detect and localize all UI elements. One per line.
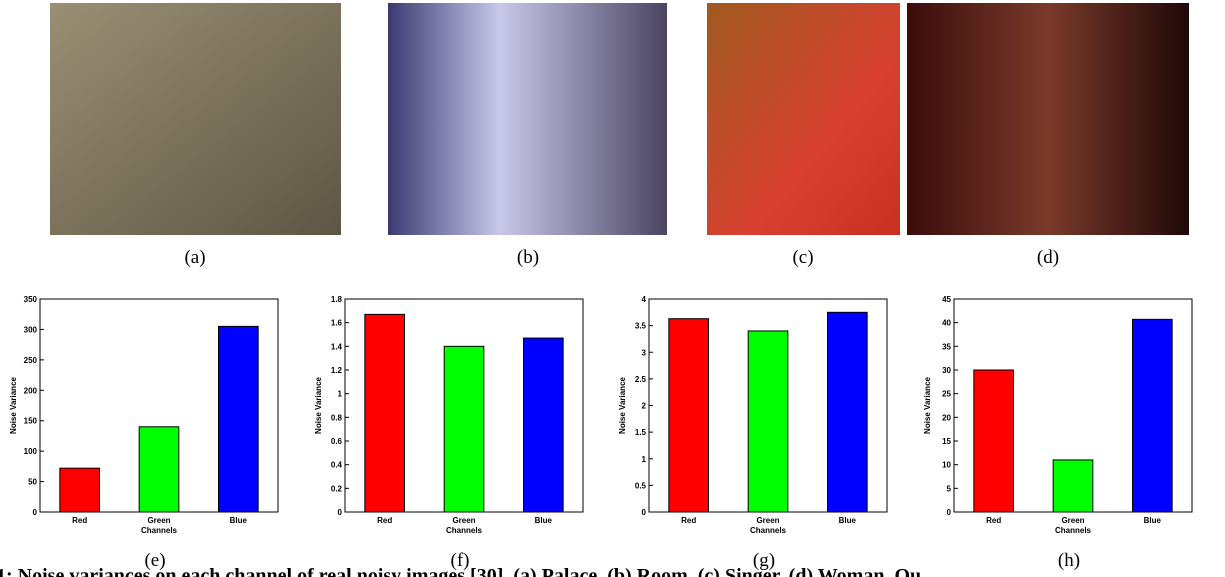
y-tick-label: 1.8: [331, 295, 343, 304]
x-tick-label: Blue: [839, 516, 857, 525]
y-tick-label: 200: [24, 386, 38, 395]
y-tick-label: 3: [642, 348, 647, 357]
y-tick-label: 0.8: [331, 413, 343, 422]
y-tick-label: 300: [24, 325, 38, 334]
bar: [524, 338, 564, 512]
photo-palace: [50, 3, 341, 235]
y-axis-label: Noise Variance: [9, 376, 18, 433]
y-tick-label: 30: [942, 366, 951, 375]
y-tick-label: 40: [942, 319, 951, 328]
y-tick-label: 250: [24, 356, 38, 365]
chart-caption: (g): [753, 550, 775, 571]
x-tick-label: Red: [681, 516, 696, 525]
image-caption: (a): [184, 247, 205, 268]
y-tick-label: 0.6: [331, 437, 343, 446]
y-tick-label: 1.2: [331, 366, 343, 375]
bar: [669, 319, 709, 512]
y-tick-label: 150: [24, 417, 38, 426]
y-tick-label: 45: [942, 295, 951, 304]
y-tick-label: 0: [33, 508, 38, 517]
y-tick-label: 1.5: [635, 428, 647, 437]
x-tick-label: Green: [1061, 516, 1084, 525]
y-tick-label: 10: [942, 461, 951, 470]
bar: [828, 312, 868, 512]
y-tick-label: 5: [947, 484, 952, 493]
image-caption: (c): [792, 247, 813, 268]
y-tick-label: 3.5: [635, 322, 647, 331]
x-axis-label: Channels: [141, 526, 178, 535]
photo-woman: [907, 3, 1189, 235]
y-tick-label: 0: [338, 508, 343, 517]
x-tick-label: Green: [452, 516, 475, 525]
y-tick-label: 0: [947, 508, 952, 517]
x-tick-label: Red: [377, 516, 392, 525]
bar: [444, 346, 484, 512]
photo-room: [388, 3, 667, 235]
y-axis-label: Noise Variance: [314, 376, 323, 433]
chart-caption: (f): [451, 550, 470, 571]
y-tick-label: 25: [942, 390, 951, 399]
y-tick-label: 1.6: [331, 319, 343, 328]
image-caption: (b): [517, 247, 539, 268]
bar: [365, 314, 405, 512]
y-tick-label: 4: [642, 295, 647, 304]
y-tick-label: 0.4: [331, 461, 343, 470]
x-tick-label: Green: [756, 516, 779, 525]
x-tick-label: Blue: [535, 516, 553, 525]
bar: [219, 326, 259, 512]
y-tick-label: 0.5: [635, 481, 647, 490]
x-tick-label: Blue: [1144, 516, 1162, 525]
y-tick-label: 20: [942, 413, 951, 422]
bar: [1133, 319, 1173, 512]
x-axis-label: Channels: [750, 526, 787, 535]
bar: [139, 427, 179, 512]
y-tick-label: 350: [24, 295, 38, 304]
y-axis-label: Noise Variance: [923, 376, 932, 433]
y-tick-label: 15: [942, 437, 951, 446]
y-tick-label: 35: [942, 342, 951, 351]
x-tick-label: Red: [986, 516, 1001, 525]
bar: [60, 468, 100, 512]
y-tick-label: 2.5: [635, 375, 647, 384]
photo-singer: [707, 3, 900, 235]
y-tick-label: 50: [28, 478, 37, 487]
bar: [748, 331, 788, 512]
chart-caption: (h): [1058, 550, 1080, 571]
x-tick-label: Blue: [230, 516, 248, 525]
x-tick-label: Green: [147, 516, 170, 525]
x-tick-label: Red: [72, 516, 87, 525]
y-tick-label: 1.4: [331, 342, 343, 351]
y-tick-label: 1: [642, 455, 647, 464]
y-axis-label: Noise Variance: [618, 376, 627, 433]
y-tick-label: 2: [642, 402, 647, 411]
y-tick-label: 0: [642, 508, 647, 517]
x-axis-label: Channels: [1055, 526, 1092, 535]
y-tick-label: 0.2: [331, 484, 343, 493]
x-axis-label: Channels: [446, 526, 483, 535]
bar: [974, 370, 1014, 512]
y-tick-label: 1: [338, 390, 343, 399]
bar: [1053, 460, 1093, 512]
figure: (a) (b) (c) (d) 1: Noise variances on ea…: [0, 0, 1225, 577]
image-caption: (d): [1037, 247, 1059, 268]
y-tick-label: 100: [24, 447, 38, 456]
chart-caption: (e): [144, 550, 165, 571]
